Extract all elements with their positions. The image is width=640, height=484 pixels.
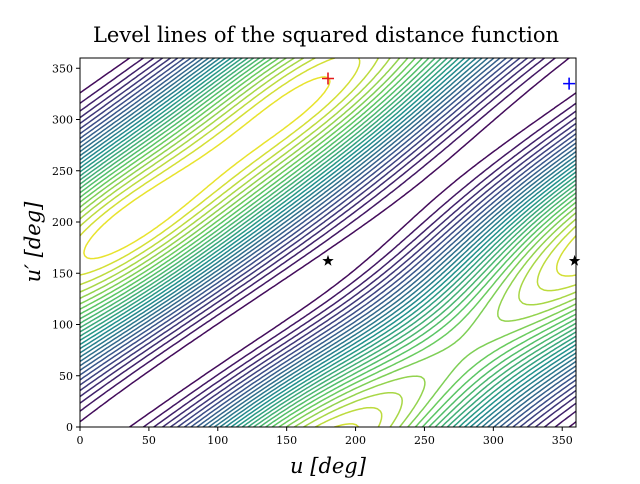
y-tick-label: 0 (66, 421, 73, 434)
contour-line (80, 58, 576, 427)
contour-line (80, 58, 576, 427)
x-axis-label: u [deg] (290, 454, 367, 478)
star-marker (322, 254, 334, 266)
contour-line (80, 58, 576, 427)
star-marker (568, 254, 581, 266)
x-tick-label: 300 (483, 434, 504, 447)
y-tick-label: 150 (52, 267, 73, 280)
y-tick-label: 300 (52, 114, 73, 127)
contour-line (80, 58, 576, 427)
y-axis-label: u′ [deg] (21, 201, 45, 282)
x-tick-label: 350 (552, 434, 573, 447)
contour-line (80, 58, 576, 427)
plus-marker (322, 72, 334, 85)
y-tick-label: 200 (52, 216, 73, 229)
chart-title: Level lines of the squared distance func… (93, 23, 559, 47)
plot-frame (79, 57, 577, 428)
plus-marker (563, 77, 576, 90)
x-tick-label: 50 (142, 434, 156, 447)
contour-line (80, 58, 576, 427)
x-tick-label: 150 (276, 434, 297, 447)
y-tick-label: 250 (52, 165, 73, 178)
contour-line (83, 76, 331, 260)
x-tick-label: 250 (414, 434, 435, 447)
contour-line (80, 58, 576, 427)
x-tick-label: 100 (207, 434, 228, 447)
contour-line (80, 58, 576, 427)
y-tick-label: 50 (59, 370, 73, 383)
contour-line (80, 58, 576, 427)
y-tick-label: 350 (52, 62, 73, 75)
contour-line (80, 58, 576, 427)
contour-line (80, 58, 576, 427)
x-tick-label: 0 (77, 434, 84, 447)
y-tick-label: 100 (52, 319, 73, 332)
contour-line (80, 58, 576, 427)
contour-line (80, 58, 576, 427)
contour-line (80, 58, 576, 427)
contour-line (80, 58, 576, 427)
contour-line (80, 58, 576, 427)
contour-line (80, 58, 576, 427)
x-tick-label: 200 (345, 434, 366, 447)
contour-line (80, 58, 576, 427)
contour-line (80, 58, 576, 427)
contour-group (80, 58, 576, 427)
contour-line (80, 58, 576, 427)
